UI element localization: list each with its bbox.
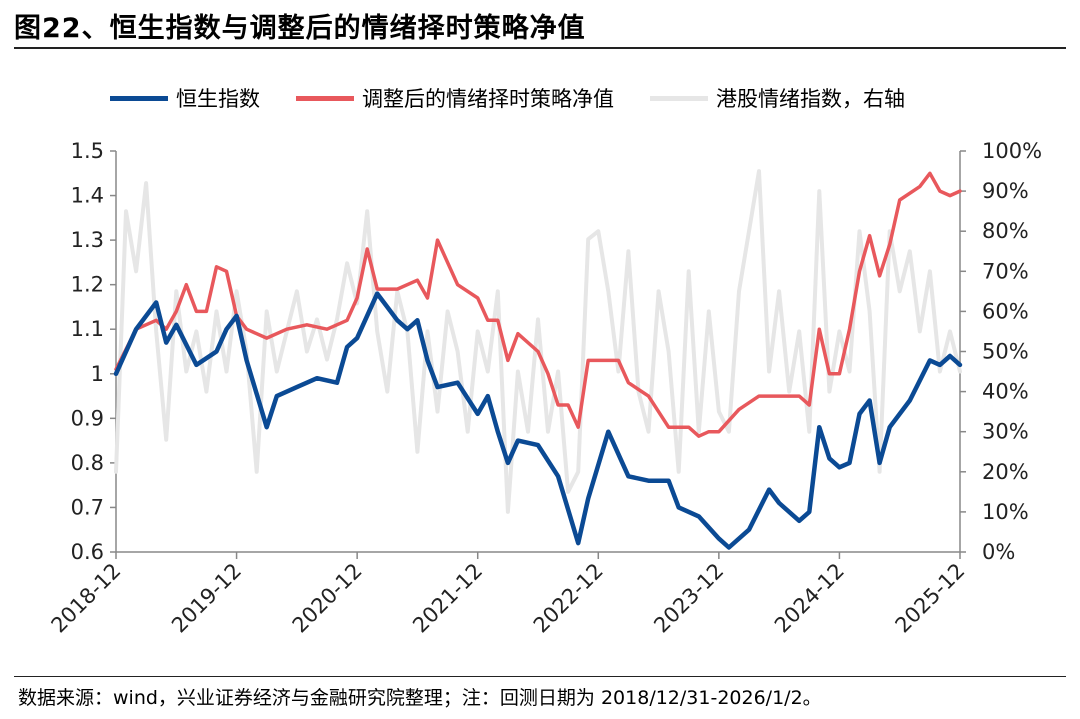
chart-legend: 恒生指数 调整后的情绪择时策略净值 港股情绪指数，右轴: [110, 83, 941, 113]
y-left-tick-label: 1.1: [71, 317, 104, 341]
y-right-tick-label: 90%: [982, 179, 1029, 203]
title-rule: [14, 47, 1066, 49]
legend-label-hsi: 恒生指数: [176, 87, 260, 111]
y-right-tick-label: 80%: [982, 219, 1029, 243]
y-right-tick-label: 60%: [982, 299, 1029, 323]
y-left-tick-label: 0.9: [71, 406, 104, 430]
legend-item-sentiment: 港股情绪指数，右轴: [650, 83, 905, 113]
y-right-tick-label: 50%: [982, 340, 1029, 364]
x-tick-label: 2024-12: [770, 559, 849, 638]
x-tick-label: 2018-12: [47, 559, 126, 638]
x-tick-label: 2022-12: [529, 559, 608, 638]
legend-label-sentiment: 港股情绪指数，右轴: [716, 87, 905, 111]
y-right-tick-label: 70%: [982, 259, 1029, 283]
legend-swatch-hsi: [110, 95, 168, 101]
x-tick-label: 2019-12: [167, 559, 246, 638]
y-right-tick-label: 10%: [982, 500, 1029, 524]
x-tick-label: 2021-12: [408, 559, 487, 638]
source-note: 数据来源：wind，兴业证券经济与金融研究院整理；注：回测日期为 2018/12…: [18, 687, 822, 709]
y-right-tick-label: 40%: [982, 380, 1029, 404]
x-tick-label: 2020-12: [288, 559, 367, 638]
y-left-tick-label: 0.8: [71, 451, 104, 475]
legend-swatch-sentiment: [650, 95, 708, 101]
legend-item-strategy: 调整后的情绪择时策略净值: [296, 83, 614, 113]
y-left-tick-label: 0.6: [71, 540, 104, 564]
y-left-tick-label: 1.4: [71, 184, 104, 208]
chart-title: 图22、恒生指数与调整后的情绪择时策略净值: [14, 13, 586, 44]
x-tick-label: 2025-12: [891, 559, 970, 638]
y-left-tick-label: 1.3: [71, 228, 104, 252]
y-right-tick-label: 100%: [982, 139, 1042, 163]
y-right-tick-label: 30%: [982, 420, 1029, 444]
x-tick-label: 2023-12: [649, 559, 728, 638]
y-left-tick-label: 1.2: [71, 273, 104, 297]
series-line-sentiment: [114, 169, 962, 514]
legend-item-hsi: 恒生指数: [110, 83, 260, 113]
legend-label-strategy: 调整后的情绪择时策略净值: [362, 87, 614, 111]
y-right-tick-label: 20%: [982, 460, 1029, 484]
series-line-hsi: [113, 291, 963, 550]
y-left-tick-label: 1: [91, 362, 104, 386]
legend-swatch-strategy: [296, 95, 354, 101]
y-right-tick-label: 0%: [982, 540, 1015, 564]
series-line-strategy: [114, 171, 962, 438]
footer-rule: [14, 676, 1066, 677]
y-left-tick-label: 1.5: [71, 139, 104, 163]
y-left-tick-label: 0.7: [71, 495, 104, 519]
